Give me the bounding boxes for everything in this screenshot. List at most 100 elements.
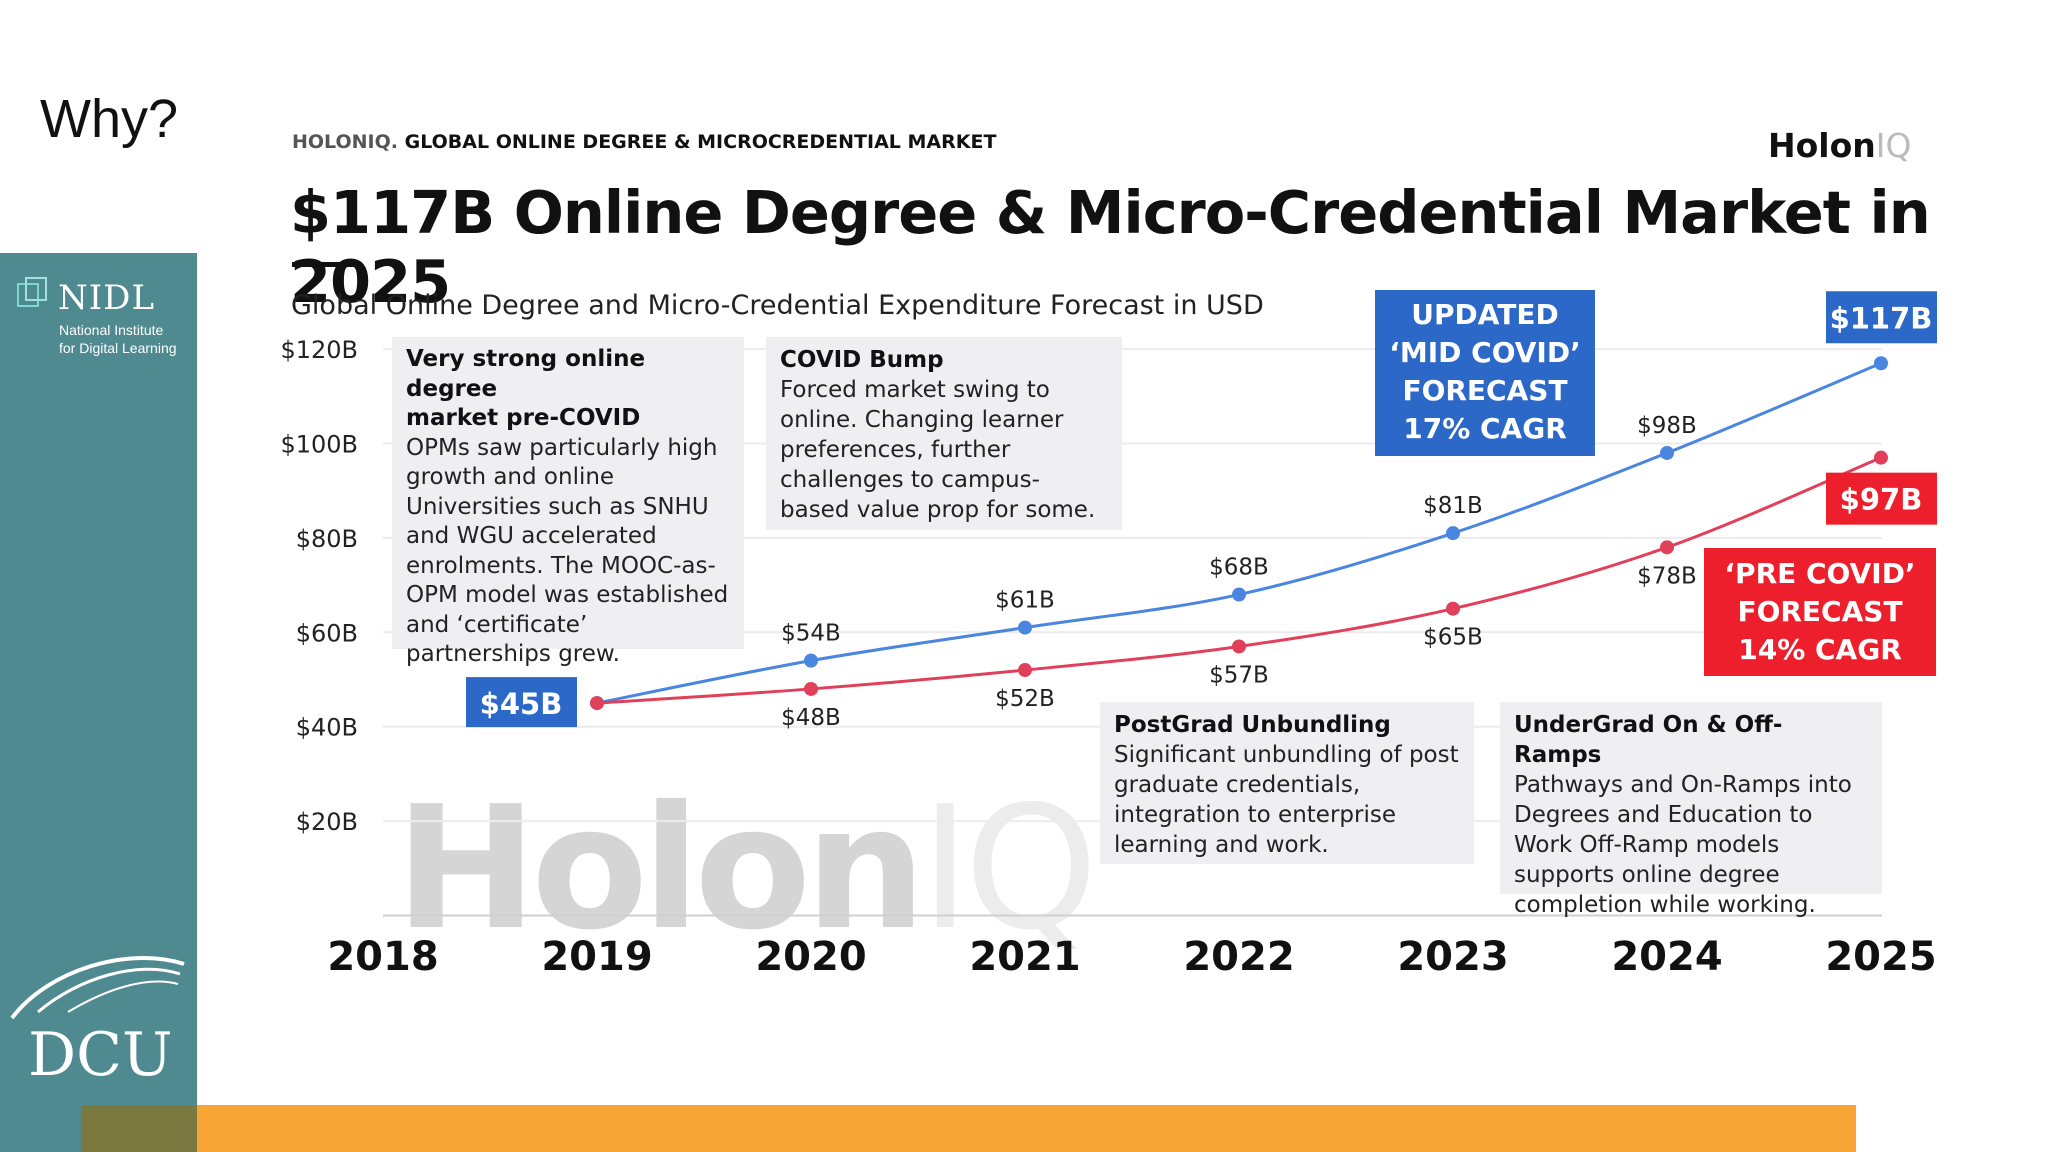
dcu-wordmark: DCU (28, 1020, 173, 1090)
chart-supertitle: HOLONIQ. GLOBAL ONLINE DEGREE & MICROCRE… (292, 131, 996, 153)
y-tick-label: $40B (296, 714, 358, 742)
nidl-tagline-line-1: National Institute (59, 322, 164, 338)
nidl-logo-icon (17, 277, 47, 307)
start-value-badge (466, 677, 577, 728)
annotation-covid-bump-line: based value prop for some. (780, 497, 1096, 523)
pre-covid-forecast-badge: ‘PRE COVID’ FORECAST 14% CAGR (1704, 548, 1936, 676)
footer-accent-bar-dark (81, 1105, 197, 1152)
annotation-undergrad-heading: UnderGrad On & Off-Ramps (1514, 712, 1783, 768)
slide-title: Why? (40, 89, 179, 149)
x-tick-label: 2024 (1611, 934, 1722, 980)
data-point-updated (1660, 445, 1674, 460)
data-label-pre-covid: $57B (1209, 662, 1269, 688)
data-point-pre-covid (590, 696, 604, 711)
annotation-pre-covid-line: partnerships grew. (406, 641, 620, 667)
data-point-pre-covid (1446, 601, 1460, 616)
x-tick-label: 2025 (1825, 934, 1936, 980)
annotation-pre-covid-heading-1: Very strong online degree (406, 346, 646, 402)
x-tick-label: 2020 (755, 934, 866, 980)
annotation-pre-covid-line: OPMs saw particularly high (406, 434, 718, 461)
sidebar (0, 253, 197, 1152)
start-value-label: $45B (480, 687, 563, 721)
end-value-label-pre-covid: $97B (1840, 483, 1923, 517)
data-point-pre-covid (1874, 450, 1888, 465)
annotation-postgrad-line: integration to enterprise (1114, 802, 1396, 828)
annotation-covid-bump-line: preferences, further (780, 437, 1011, 463)
annotation-covid-bump-line: online. Changing learner (780, 407, 1064, 433)
end-value-label-updated: $117B (1830, 301, 1933, 335)
holoniq-logo-main: Holon (1768, 126, 1876, 165)
annotation-postgrad-line: graduate credentials, (1114, 772, 1361, 798)
annotation-pre-covid: Very strong online degree market pre-COV… (392, 337, 744, 667)
updated-forecast-line: ‘MID COVID’ (1389, 336, 1581, 369)
watermark-main: Holon (395, 770, 926, 968)
y-tick-label: $80B (296, 525, 358, 553)
annotation-undergrad-line: Pathways and On-Ramps into (1514, 772, 1852, 798)
y-tick-label: $120B (280, 336, 358, 364)
data-label-pre-covid: $52B (995, 686, 1055, 712)
chart-title: $117B Online Degree & Micro-Credential M… (290, 178, 1931, 316)
holoniq-watermark: HolonIQ (395, 770, 1098, 968)
data-point-pre-covid (804, 681, 818, 696)
pre-covid-forecast-line: ‘PRE COVID’ (1724, 557, 1916, 590)
data-point-pre-covid (1660, 540, 1674, 555)
y-tick-label: $20B (296, 808, 358, 836)
dcu-swoosh-icon (10, 956, 185, 1020)
x-tick-label: 2018 (327, 934, 438, 980)
x-tick-label: 2021 (969, 934, 1080, 980)
data-point-updated (1874, 356, 1888, 371)
data-label-updated: $54B (781, 621, 841, 647)
annotation-postgrad: PostGrad Unbundling Significant unbundli… (1100, 702, 1474, 864)
updated-forecast-badge: UPDATED ‘MID COVID’ FORECAST 17% CAGR (1375, 290, 1595, 456)
nidl-wordmark: NIDL (58, 278, 156, 318)
chart-subtitle: Global Online Degree and Micro-Credentia… (291, 290, 1264, 321)
holoniq-logo-suffix: IQ (1875, 126, 1912, 165)
annotation-postgrad-heading: PostGrad Unbundling (1114, 712, 1391, 738)
annotation-pre-covid-line: and ‘certificate’ (406, 611, 588, 638)
chart-brand-prefix: HOLONIQ. (292, 131, 398, 153)
pre-covid-forecast-line: FORECAST (1737, 595, 1903, 628)
x-tick-label: 2022 (1183, 934, 1294, 980)
updated-forecast-line: UPDATED (1411, 298, 1559, 331)
annotation-pre-covid-heading-2: market pre-COVID (406, 405, 641, 431)
data-label-updated: $81B (1423, 493, 1483, 519)
annotation-undergrad-line: Work Off-Ramp models (1514, 832, 1780, 858)
annotation-pre-covid-line: Universities such as SNHU (406, 493, 709, 520)
data-label-updated: $98B (1637, 413, 1697, 439)
annotation-covid-bump-line: Forced market swing to (780, 377, 1050, 403)
x-tick-label: 2019 (541, 934, 652, 980)
x-tick-label: 2023 (1397, 934, 1508, 980)
end-value-badge-updated (1826, 291, 1937, 344)
annotation-pre-covid-line: OPM model was established (406, 582, 729, 608)
data-point-pre-covid (1232, 639, 1246, 654)
annotation-pre-covid-line: enrolments. The MOOC-as- (406, 552, 716, 579)
annotation-postgrad-line: Significant unbundling of post (1114, 742, 1459, 768)
y-tick-label: $100B (280, 431, 358, 459)
nidl-tagline-line-2: for Digital Learning (59, 340, 177, 356)
annotation-covid-bump-heading: COVID Bump (780, 347, 944, 373)
pre-covid-forecast-line: 14% CAGR (1738, 633, 1902, 666)
data-label-pre-covid: $65B (1423, 625, 1483, 651)
end-value-badge-pre-covid (1826, 472, 1937, 525)
data-point-updated (1446, 526, 1460, 541)
chart-supertitle-text: GLOBAL ONLINE DEGREE & MICROCREDENTIAL M… (404, 131, 997, 153)
holoniq-logo: HolonIQ (1768, 126, 1911, 165)
data-point-updated (1232, 587, 1246, 602)
annotation-undergrad: UnderGrad On & Off-Ramps Pathways and On… (1500, 702, 1882, 918)
data-label-pre-covid: $78B (1637, 563, 1697, 589)
annotation-postgrad-line: learning and work. (1114, 832, 1329, 858)
data-label-updated: $68B (1209, 555, 1269, 581)
annotation-undergrad-line: supports online degree (1514, 862, 1780, 888)
data-point-pre-covid (1018, 663, 1032, 678)
footer-accent-bar (81, 1105, 1856, 1152)
annotation-pre-covid-line: and WGU accelerated (406, 523, 657, 549)
data-point-updated (804, 653, 818, 668)
updated-forecast-line: 17% CAGR (1403, 412, 1567, 445)
annotation-undergrad-line: completion while working. (1514, 892, 1816, 918)
annotation-covid-bump: COVID Bump Forced market swing to online… (766, 337, 1122, 530)
annotation-covid-bump-line: challenges to campus- (780, 467, 1040, 493)
y-tick-label: $60B (296, 619, 358, 647)
updated-forecast-line: FORECAST (1402, 374, 1568, 407)
data-label-updated: $61B (995, 588, 1055, 614)
